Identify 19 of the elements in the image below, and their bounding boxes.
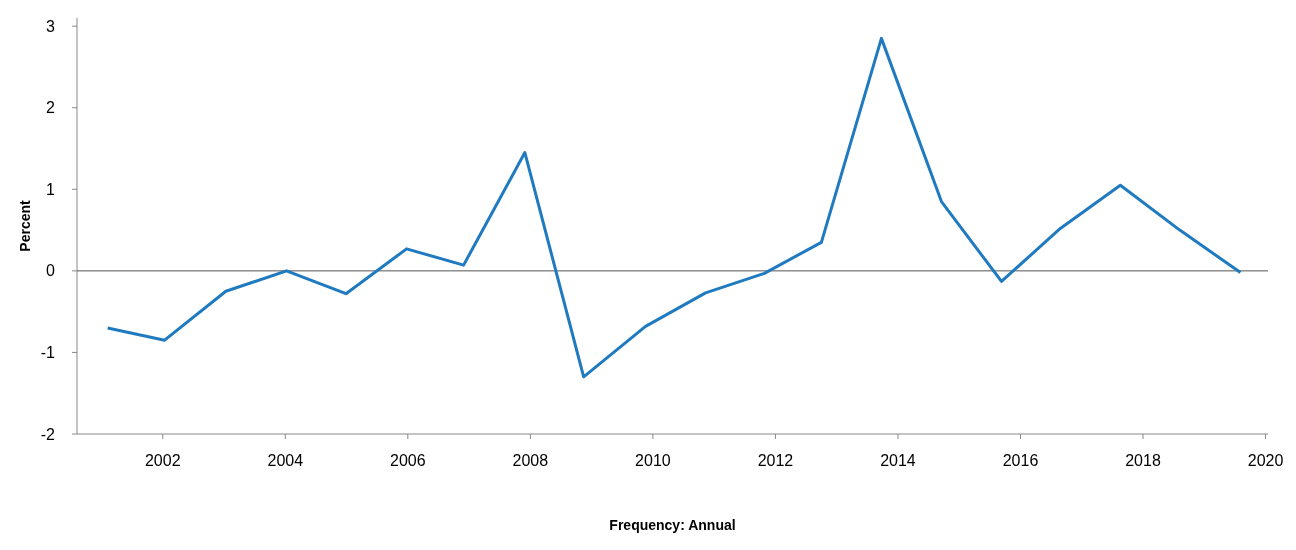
- y-tick-label: -1: [40, 344, 56, 362]
- text: Frequency: Annual: [609, 517, 736, 533]
- x-tick-label: 2006: [390, 452, 426, 469]
- line-series: [106, 36, 1242, 379]
- y-tick-label: 0: [46, 262, 56, 280]
- x-tick-label: 2016: [1002, 452, 1039, 469]
- x-tick-label: 2010: [635, 452, 671, 469]
- y-tick-label: 2: [46, 99, 56, 117]
- x-tick-label: 2020: [1247, 452, 1284, 469]
- x-tick-label: 2018: [1125, 452, 1161, 469]
- y-axis-title: Percent: [17, 199, 33, 252]
- x-tick-label: 2012: [757, 452, 794, 469]
- x-tick-label: 2002: [144, 452, 181, 469]
- x-tick-label: 2004: [267, 452, 304, 469]
- x-tick-label: 2008: [512, 452, 549, 469]
- x-tick-label: 2014: [880, 452, 916, 469]
- y-tick-label: 3: [46, 17, 56, 35]
- y-tick-label: -2: [40, 425, 56, 443]
- y-tick-label: 1: [46, 180, 56, 198]
